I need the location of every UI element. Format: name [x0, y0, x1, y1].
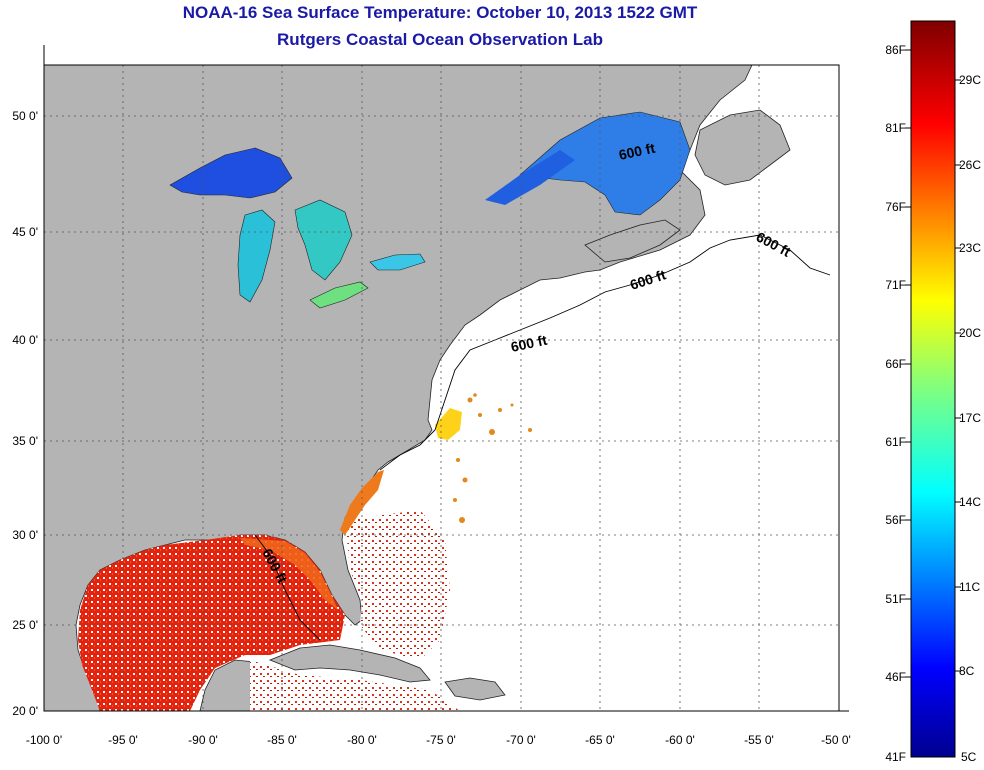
- lon-label: -75 0': [426, 733, 456, 747]
- lat-label: 50 0': [12, 109, 38, 123]
- colorbar-f-label: 71F: [885, 278, 906, 292]
- lon-label: -50 0': [821, 733, 851, 747]
- hatteras-sst: [435, 408, 462, 440]
- southeast-coastal-sst: [340, 470, 384, 535]
- lat-label: 35 0': [12, 434, 38, 448]
- colorbar-f-label: 76F: [885, 200, 906, 214]
- lat-label: 40 0': [12, 333, 38, 347]
- lake-superior-sst: [169, 147, 293, 199]
- lat-label: 25 0': [12, 618, 38, 632]
- st-lawrence-estuary-sst: [485, 150, 575, 205]
- cuba-land: [268, 644, 431, 683]
- map-area: [44, 65, 839, 711]
- contour-label: 600 ft: [617, 140, 656, 163]
- lat-label: 45 0': [12, 225, 38, 239]
- colorbar-f-label: 41F: [885, 750, 906, 764]
- colorbar-f-label: 81F: [885, 121, 906, 135]
- lon-label: -95 0': [108, 733, 138, 747]
- colorbar-f-label: 46F: [885, 670, 906, 684]
- longitude-labels: -100 0' -95 0' -90 0' -85 0' -80 0' -75 …: [26, 733, 851, 747]
- map-subtitle: Rutgers Coastal Ocean Observation Lab: [277, 30, 603, 49]
- latitude-labels: 20 0' 25 0' 30 0' 35 0' 40 0' 45 0' 50 0…: [12, 109, 38, 718]
- lake-huron-sst: [294, 199, 353, 281]
- contour-label: 600 ft: [509, 332, 548, 355]
- colorbar-c-label: 23C: [959, 241, 981, 255]
- colorbar-f-label: 86F: [885, 43, 906, 57]
- colorbar-c-label: 14C: [959, 495, 981, 509]
- lon-label: -70 0': [506, 733, 536, 747]
- colorbar: 86F 81F 76F 71F 66F 61F 56F 51F 46F 41F …: [885, 20, 981, 764]
- caribbean-sst: [250, 660, 460, 711]
- gulf-sst: [78, 535, 345, 711]
- lake-erie-sst: [309, 281, 369, 309]
- colorbar-c-label: 8C: [959, 664, 975, 678]
- lon-label: -65 0': [585, 733, 615, 747]
- hispaniola-land: [444, 677, 506, 701]
- colorbar-c-label: 17C: [959, 411, 981, 425]
- colorbar-f-label: 61F: [885, 435, 906, 449]
- colorbar-c-label: 29C: [959, 73, 981, 87]
- colorbar-f-label: 51F: [885, 592, 906, 606]
- bahamas-sst: [345, 510, 450, 660]
- newfoundland-land: [694, 109, 791, 186]
- colorbar-f-label: 56F: [885, 513, 906, 527]
- colorbar-c-label: 26C: [959, 158, 981, 172]
- colorbar-c-label: 20C: [959, 326, 981, 340]
- offshore-sst-dots: [453, 393, 532, 523]
- lake-michigan-sst: [237, 209, 276, 303]
- lat-label: 20 0': [12, 704, 38, 718]
- colorbar-f-label: 66F: [885, 357, 906, 371]
- gulf-st-lawrence-sst: [519, 111, 691, 216]
- lat-label: 30 0': [12, 528, 38, 542]
- map-title: NOAA-16 Sea Surface Temperature: October…: [182, 3, 698, 22]
- graticule: [44, 65, 839, 711]
- lon-label: -90 0': [188, 733, 218, 747]
- gulf-coastal-warm: [240, 538, 338, 610]
- lake-ontario-sst: [369, 253, 426, 271]
- isobath-600ft: [379, 234, 831, 471]
- colorbar-c-label: 5C: [961, 750, 977, 764]
- colorbar-c-label: 11C: [959, 580, 980, 594]
- lon-label: -85 0': [267, 733, 297, 747]
- lon-label: -55 0': [744, 733, 774, 747]
- lon-label: -100 0': [26, 733, 62, 747]
- lon-label: -80 0': [347, 733, 377, 747]
- lon-label: -60 0': [665, 733, 695, 747]
